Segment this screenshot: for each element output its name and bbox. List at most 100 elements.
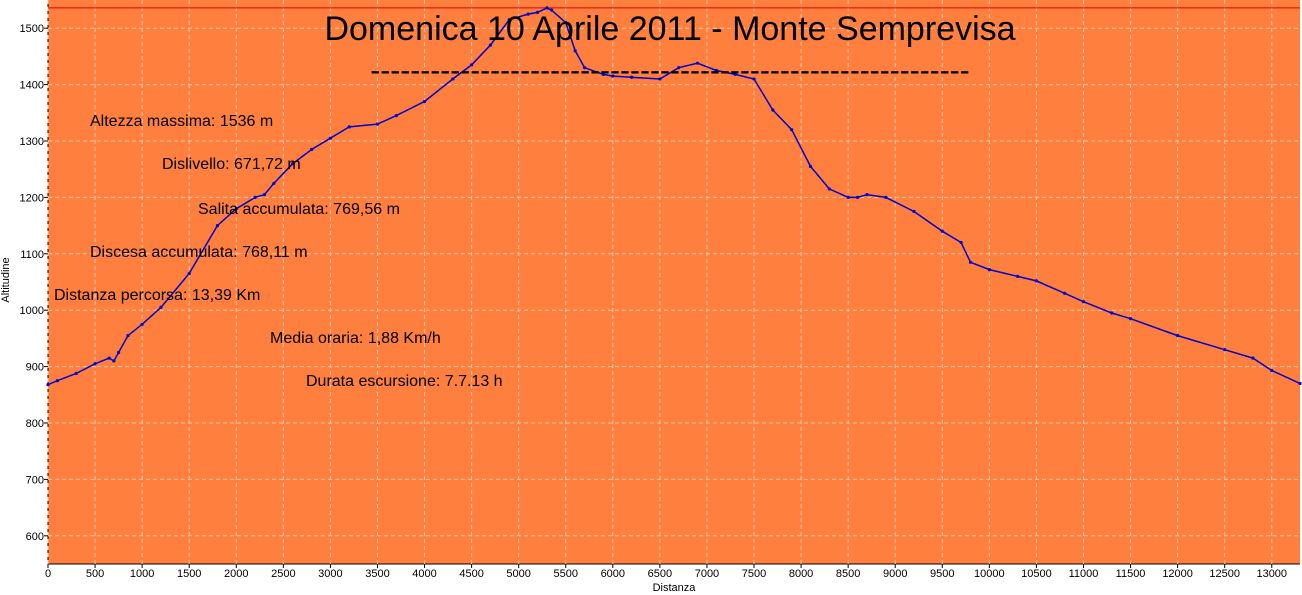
data-point [968, 260, 973, 264]
stat-max-altitude: Altezza massima: 1536 m [90, 113, 273, 130]
x-tick-label: 8500 [836, 568, 860, 580]
data-point [582, 66, 587, 70]
data-point [422, 99, 427, 104]
data-point [1063, 291, 1067, 295]
x-tick-label: 4000 [412, 568, 436, 580]
altitude-data-points [46, 6, 1302, 387]
stat-cumulative-ascent: Salita accumulata: 769,56 m [198, 201, 400, 218]
x-tick-label: 5500 [554, 568, 578, 580]
data-point [630, 75, 634, 79]
data-point [74, 371, 78, 375]
data-point [126, 333, 130, 338]
data-point [394, 114, 398, 118]
data-point [940, 229, 944, 233]
data-point [526, 12, 530, 16]
x-tick-label: 2000 [224, 568, 248, 580]
data-point [272, 181, 276, 185]
stat-duration: Durata escursione: 7.7.13 h [306, 373, 503, 390]
data-point [550, 8, 554, 12]
y-tick-label: 1200 [20, 192, 44, 204]
y-tick-label: 900 [26, 362, 44, 374]
x-tick-label: 12000 [1162, 568, 1193, 580]
title-underline: ----------------------------------------… [370, 54, 969, 87]
data-point [1110, 311, 1114, 315]
data-point [55, 379, 60, 383]
data-point [752, 77, 756, 81]
data-point [855, 195, 860, 199]
data-point [912, 209, 916, 214]
x-tick-label: 3000 [318, 568, 342, 580]
data-point [328, 136, 333, 140]
data-point [714, 68, 718, 73]
data-point [1270, 368, 1274, 373]
chart-title: Domenica 10 Aprile 2011 - Monte Semprevi… [324, 10, 1015, 48]
data-point [1128, 317, 1133, 321]
x-tick-label: 4500 [459, 568, 483, 580]
y-axis-ticks: 600 700 800 900 1000 1100 1200 1300 1400 1500 [20, 23, 48, 543]
stat-cumulative-descent: Discesa accumulata: 768,11 m [90, 244, 308, 261]
y-tick-label: 700 [26, 474, 44, 486]
x-axis-ticks: 0 500 1000 1500 2000 2500 3000 3500 4000 4500 5000… [45, 564, 1287, 580]
x-tick-label: 0 [45, 568, 51, 580]
data-point [234, 207, 238, 211]
data-point [865, 192, 869, 197]
stat-distance: Distanza percorsa: 13,39 Km [54, 287, 260, 304]
x-tick-label: 8000 [789, 568, 813, 580]
data-point [658, 77, 662, 81]
x-tick-label: 5000 [506, 568, 530, 580]
x-tick-label: 3500 [365, 568, 389, 580]
x-tick-label: 13000 [1256, 568, 1287, 580]
x-tick-label: 1500 [177, 568, 201, 580]
y-tick-label: 1100 [20, 249, 44, 261]
y-tick-label: 1500 [20, 23, 44, 35]
data-point [884, 195, 888, 199]
data-point [808, 164, 813, 168]
x-tick-label: 10500 [1021, 568, 1052, 580]
data-point [215, 224, 220, 228]
data-point [1251, 356, 1255, 360]
data-point [987, 267, 991, 272]
x-tick-label: 9500 [930, 568, 954, 580]
x-tick-label: 7500 [742, 568, 766, 580]
stat-elevation-gain: Dislivello: 671,72 m [162, 156, 301, 173]
data-point [1015, 274, 1020, 278]
data-point [601, 72, 605, 77]
data-point [112, 359, 116, 363]
data-point [309, 147, 314, 152]
x-axis-label: Distanza [653, 582, 697, 594]
data-point [93, 362, 97, 366]
x-tick-label: 6500 [648, 568, 672, 580]
data-point [451, 77, 455, 81]
grid [47, 0, 1300, 564]
data-point [262, 192, 267, 197]
x-tick-label: 11500 [1116, 568, 1146, 580]
y-tick-label: 800 [26, 418, 44, 430]
y-tick-label: 1400 [20, 80, 44, 92]
data-point [375, 122, 380, 126]
x-tick-label: 6000 [601, 568, 625, 580]
data-point [253, 195, 257, 199]
data-point [573, 49, 577, 53]
y-tick-label: 600 [26, 531, 44, 543]
data-point [846, 195, 850, 199]
data-point [677, 66, 681, 70]
data-point [46, 383, 50, 387]
data-point [959, 240, 963, 245]
data-point [1034, 279, 1039, 283]
plot-area [48, 0, 1300, 564]
data-point [733, 72, 737, 77]
data-point [611, 74, 615, 78]
x-tick-label: 10000 [974, 568, 1005, 580]
stat-average-speed: Media oraria: 1,88 Km/h [270, 330, 441, 347]
x-tick-label: 7000 [695, 568, 719, 580]
data-point [291, 161, 295, 166]
data-point [159, 305, 163, 309]
data-point [827, 187, 831, 191]
data-point [470, 63, 474, 67]
data-point [140, 322, 144, 326]
y-tick-label: 1000 [20, 305, 44, 317]
data-point [1298, 381, 1302, 386]
x-tick-label: 9000 [883, 568, 907, 580]
data-point [790, 128, 794, 132]
